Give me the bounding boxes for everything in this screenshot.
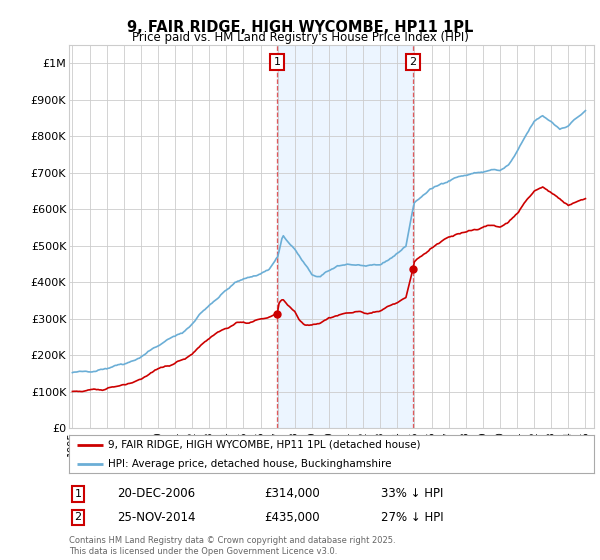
Text: 9, FAIR RIDGE, HIGH WYCOMBE, HP11 1PL: 9, FAIR RIDGE, HIGH WYCOMBE, HP11 1PL: [127, 20, 473, 35]
Text: 2: 2: [74, 512, 82, 522]
Text: £314,000: £314,000: [264, 487, 320, 501]
Text: Contains HM Land Registry data © Crown copyright and database right 2025.
This d: Contains HM Land Registry data © Crown c…: [69, 536, 395, 556]
Text: 25-NOV-2014: 25-NOV-2014: [117, 511, 196, 524]
Text: Price paid vs. HM Land Registry's House Price Index (HPI): Price paid vs. HM Land Registry's House …: [131, 31, 469, 44]
Text: 27% ↓ HPI: 27% ↓ HPI: [381, 511, 443, 524]
Text: 1: 1: [74, 489, 82, 499]
Text: 1: 1: [274, 57, 281, 67]
Text: 20-DEC-2006: 20-DEC-2006: [117, 487, 195, 501]
Text: £435,000: £435,000: [264, 511, 320, 524]
Text: 33% ↓ HPI: 33% ↓ HPI: [381, 487, 443, 501]
Bar: [277, 45, 413, 428]
Text: 9, FAIR RIDGE, HIGH WYCOMBE, HP11 1PL (detached house): 9, FAIR RIDGE, HIGH WYCOMBE, HP11 1PL (d…: [109, 440, 421, 450]
Text: HPI: Average price, detached house, Buckinghamshire: HPI: Average price, detached house, Buck…: [109, 459, 392, 469]
Text: 2: 2: [409, 57, 416, 67]
